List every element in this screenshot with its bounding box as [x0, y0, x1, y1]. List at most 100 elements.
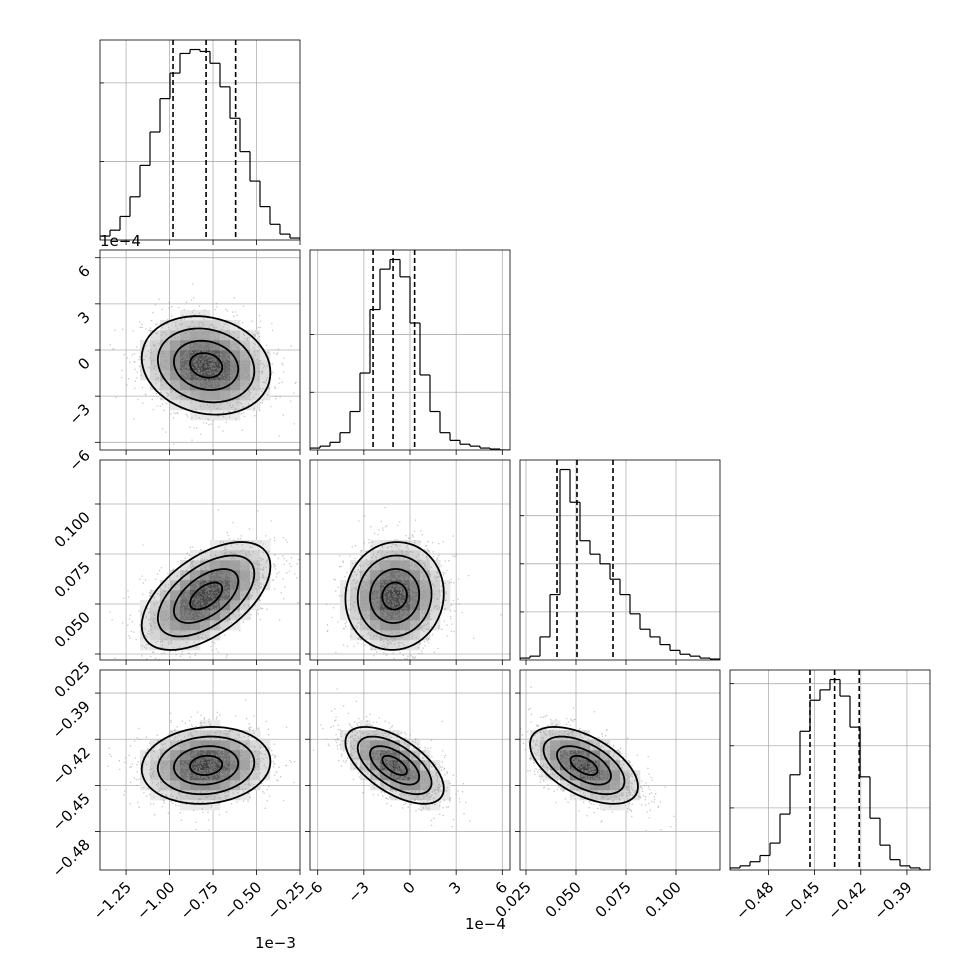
density-cell [140, 780, 151, 791]
density-cell [230, 370, 241, 381]
density-cell [150, 330, 161, 341]
density-cell [220, 380, 231, 391]
ytick-label: −6 [65, 446, 93, 474]
x-offset-label: 1e−4 [465, 915, 506, 933]
density-cell [230, 740, 241, 751]
density-cell [170, 640, 181, 651]
density-cell [390, 750, 401, 761]
density-cell [210, 780, 221, 791]
density-group [520, 686, 675, 831]
density-cell [160, 390, 171, 401]
ytick-label: 0.075 [51, 558, 94, 601]
density-cell [260, 360, 271, 371]
density-cell [210, 390, 221, 401]
density-cell [200, 320, 211, 331]
density-cell [180, 320, 191, 331]
contour-line [356, 554, 433, 638]
density-cell [390, 790, 401, 801]
ytick-label: −0.48 [49, 836, 94, 881]
density-cell [180, 790, 191, 801]
density-cell [410, 570, 421, 581]
density-cell [240, 330, 251, 341]
density-cell [420, 790, 431, 801]
density-cell [170, 730, 181, 741]
density-cell [250, 590, 261, 601]
density-cell [190, 740, 201, 751]
density-cell [230, 610, 241, 621]
density-cell [610, 760, 621, 771]
density-cell [230, 330, 241, 341]
histogram-group [730, 670, 930, 870]
contour-line [140, 541, 272, 651]
density-cell [180, 780, 191, 791]
density-cell [390, 570, 401, 581]
xtick-label: −0.42 [824, 878, 869, 923]
density-cell [220, 730, 231, 741]
density-cell [220, 410, 231, 421]
density-cell [150, 750, 161, 761]
histogram-group [310, 250, 510, 450]
xtick-label: 0.075 [592, 878, 635, 921]
density-cell [140, 630, 151, 641]
density-cell [240, 400, 251, 411]
density-cell [260, 540, 271, 551]
contour-line [344, 541, 445, 651]
contour-line [172, 745, 240, 786]
density-cell [430, 570, 441, 581]
density-cell [250, 560, 261, 571]
density-cell [160, 620, 171, 631]
density-cell [210, 580, 221, 591]
density-cell [420, 610, 431, 621]
density-cell [180, 730, 191, 741]
contour-line [189, 581, 224, 611]
density-cell [240, 560, 251, 571]
density-cell [260, 390, 271, 401]
density-cell [190, 560, 201, 571]
density-cell [350, 610, 361, 621]
density-cell [420, 590, 431, 601]
density-cell [220, 550, 231, 561]
panel-0-0 [99, 39, 301, 245]
density-cell [190, 410, 201, 421]
density-cell [140, 640, 151, 651]
xtick-label: 3 [446, 878, 465, 897]
density-cell [220, 780, 231, 791]
density-cell [410, 790, 421, 801]
density-cell [240, 590, 251, 601]
density-cell [220, 560, 231, 571]
density-cell [200, 570, 211, 581]
density-cell [200, 560, 211, 571]
density-cell [260, 380, 271, 391]
density-cell [200, 610, 211, 621]
density-cell [190, 790, 201, 801]
ytick-label: 0 [74, 354, 93, 373]
density-cell [250, 570, 261, 581]
density-cell [400, 630, 411, 641]
density-cell [240, 380, 251, 391]
density-cell [140, 350, 151, 361]
contour-line [529, 725, 639, 805]
density-cell [200, 790, 211, 801]
density-cell [200, 330, 211, 341]
density-cell [400, 560, 411, 571]
density-cell [250, 390, 261, 401]
density-cell [150, 780, 161, 791]
panel-frame [729, 669, 931, 871]
density-cell [210, 590, 221, 601]
density-cell [200, 760, 211, 771]
contour-line [172, 568, 240, 624]
density-cell [250, 360, 261, 371]
density-cell [180, 560, 191, 571]
density-cell [570, 760, 581, 771]
panel-frame [99, 39, 301, 241]
density-cell [390, 620, 401, 631]
density-cell [420, 580, 431, 591]
density-cell [250, 370, 261, 381]
density-cell [180, 620, 191, 631]
density-cell [220, 370, 231, 381]
density-cell [620, 770, 631, 781]
density-cell [150, 380, 161, 391]
density-cell [190, 600, 201, 611]
density-cell [250, 740, 261, 751]
panel-frame [519, 669, 721, 871]
